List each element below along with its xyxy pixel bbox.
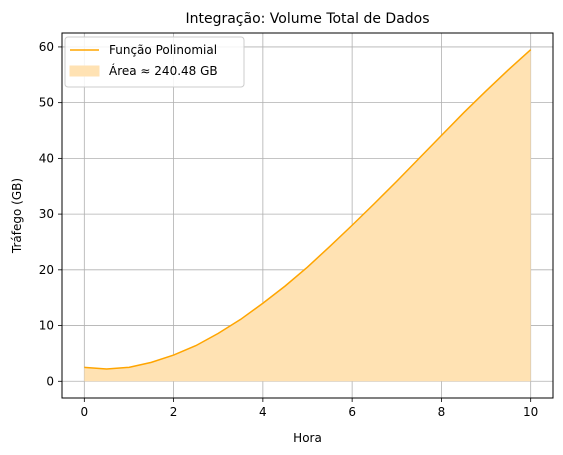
legend-label-line: Função Polinomial: [109, 43, 217, 57]
y-axis-label: Tráfego (GB): [10, 178, 24, 254]
x-tick-label: 6: [348, 405, 356, 419]
y-tick-label: 60: [39, 40, 54, 54]
x-axis-label: Hora: [293, 431, 322, 445]
ticks: 0 2 4 6 8 10 0 10 20 30 40 50 60: [39, 40, 539, 419]
y-tick-label: 30: [39, 207, 54, 221]
x-tick-label: 2: [170, 405, 178, 419]
legend-box: [64, 36, 245, 88]
chart-title: Integração: Volume Total de Dados: [185, 11, 429, 27]
y-tick-label: 50: [39, 96, 54, 110]
legend: Função Polinomial Área ≈ 240.48 GB: [64, 36, 245, 88]
legend-fill-swatch: [69, 65, 100, 77]
x-tick-label: 10: [523, 405, 538, 419]
legend-label-area: Área ≈ 240.48 GB: [109, 63, 218, 78]
x-tick-label: 8: [438, 405, 446, 419]
area-fill: [84, 49, 531, 382]
plot-frame: [61, 32, 554, 399]
y-tick-label: 20: [39, 263, 54, 277]
y-tick-label: 10: [39, 319, 54, 333]
polynomial-line: [84, 49, 532, 370]
x-tick-label: 0: [80, 405, 88, 419]
x-tick-label: 4: [259, 405, 267, 419]
y-tick-label: 40: [39, 151, 54, 165]
y-tick-label: 0: [46, 374, 54, 388]
